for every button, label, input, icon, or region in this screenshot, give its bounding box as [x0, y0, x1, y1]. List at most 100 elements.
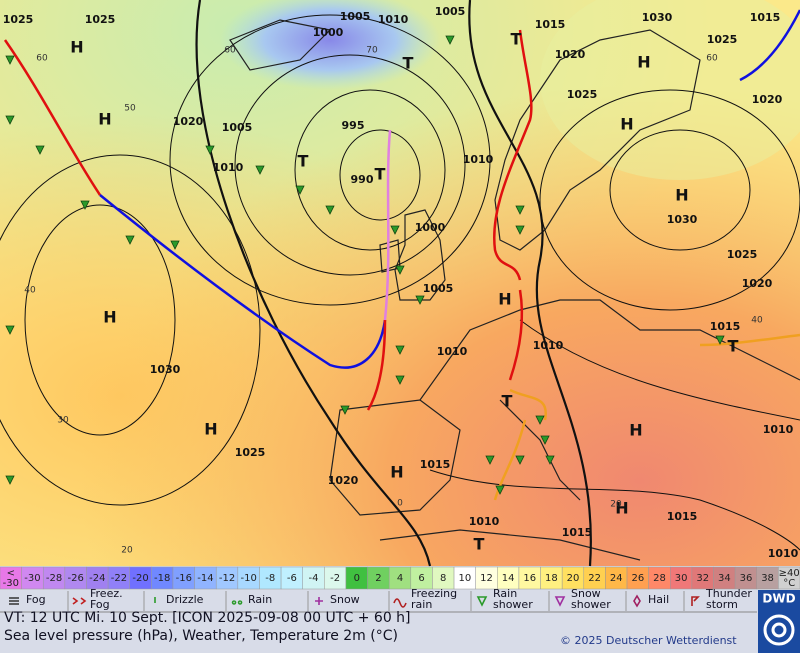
scale-label: -4 — [309, 573, 319, 584]
scale-label: 4 — [397, 573, 403, 584]
weather-symbol — [390, 225, 400, 235]
isoline-label: 70 — [366, 46, 378, 56]
legend: Fog Freez.Fog Drizzle Rain Snow FreezingrainR… — [9, 587, 752, 611]
scale-label: -20 — [132, 573, 148, 584]
pressure-center: T — [502, 392, 513, 411]
pressure-label: 1010 — [378, 13, 409, 26]
isobar — [519, 319, 800, 421]
pressure-label: 1010 — [768, 547, 799, 560]
scale-label: 26 — [631, 573, 644, 584]
isoline-label: 60 — [224, 46, 236, 56]
pressure-center: T — [474, 535, 485, 554]
legend-label: Thunder — [705, 587, 752, 600]
pressure-center: H — [620, 115, 633, 134]
legend-label: Snow — [571, 587, 601, 600]
pressure-label: 1015 — [750, 11, 781, 24]
scale-label: -2 — [330, 573, 340, 584]
pressure-center: H — [615, 499, 628, 518]
scale-label: -22 — [111, 573, 127, 584]
weather-symbol — [35, 145, 45, 155]
legend-icon — [231, 600, 243, 605]
scale-label: 12 — [480, 573, 493, 584]
weather-symbol — [545, 455, 555, 465]
weather-symbol — [395, 265, 405, 275]
legend-icon — [315, 597, 323, 605]
legend-label: Drizzle — [166, 593, 204, 606]
weather-symbol — [415, 295, 425, 305]
pressure-center: H — [98, 110, 111, 129]
pressure-label: 1005 — [423, 282, 454, 295]
pressure-center: H — [70, 38, 83, 57]
isoline-label: 40 — [751, 316, 763, 326]
isoline-label: 20 — [121, 546, 133, 556]
isobar-1015 — [468, 0, 592, 567]
cold-front — [99, 194, 387, 369]
pressure-center: H — [637, 53, 650, 72]
logo-text: DWD — [762, 592, 795, 606]
isoline-label: 40 — [24, 286, 36, 296]
pressure-label: 1005 — [340, 10, 371, 23]
weather-symbol — [515, 455, 525, 465]
warm-front — [508, 289, 524, 381]
iceland — [229, 19, 332, 71]
pressure-label: 1015 — [667, 510, 698, 523]
weather-symbol — [395, 375, 405, 385]
britain — [394, 209, 446, 301]
scale-label: 32 — [696, 573, 709, 584]
pressure-center: T — [728, 337, 739, 356]
legend-icon — [476, 596, 488, 607]
scale-label: 0 — [354, 573, 360, 584]
scale-label: -8 — [265, 573, 275, 584]
scale-label: -14 — [197, 573, 213, 584]
isobar — [234, 54, 466, 276]
pressure-label: 1015 — [420, 458, 451, 471]
legend-label: Rain — [248, 593, 272, 606]
legend-label: rain — [411, 598, 432, 611]
legend-icon — [9, 597, 19, 605]
logo-swirl — [771, 622, 787, 638]
pressure-label: 1010 — [763, 423, 794, 436]
scale-label: 36 — [740, 573, 753, 584]
scale-label: 10 — [458, 573, 471, 584]
pressure-label: 1010 — [437, 345, 468, 358]
scale-label: 28 — [653, 573, 666, 584]
scale-label: -24 — [89, 573, 105, 584]
weather-symbol — [395, 345, 405, 355]
weather-symbol — [485, 455, 495, 465]
scale-label: -30 — [24, 573, 40, 584]
pressure-center: T — [511, 30, 522, 49]
weather-symbol — [540, 435, 550, 445]
isoline-label: 60 — [36, 54, 48, 64]
weather-symbol — [495, 485, 505, 495]
weather-symbol — [295, 185, 305, 195]
coastlines — [229, 19, 800, 561]
pressure-label: 1030 — [642, 11, 673, 24]
weather-symbol — [340, 405, 350, 415]
isobar — [294, 89, 446, 251]
pressure-center: H — [390, 463, 403, 482]
isoline-label: 20 — [610, 500, 622, 510]
pressure-label: 1025 — [727, 248, 758, 261]
pressure-label: 1025 — [707, 33, 738, 46]
legend-label: shower — [493, 598, 533, 611]
scale-label: 2 — [375, 573, 381, 584]
pressure-label: 1030 — [150, 363, 181, 376]
pressure-label: 1020 — [328, 474, 359, 487]
pressure-label: 1010 — [469, 515, 500, 528]
pressure-label: 1025 — [567, 88, 598, 101]
pressure-label: 1030 — [667, 213, 698, 226]
pressure-center: H — [629, 421, 642, 440]
isobar — [539, 89, 800, 311]
logo-swirl — [763, 614, 795, 646]
pressure-label: 1020 — [173, 115, 204, 128]
scale-label: 16 — [523, 573, 536, 584]
legend-icon — [72, 597, 87, 605]
weather-symbol — [535, 415, 545, 425]
cold-front — [739, 9, 800, 82]
isoline-label: 60 — [706, 54, 718, 64]
pressure-label: 1015 — [710, 320, 741, 333]
isoline-label: 50 — [124, 104, 136, 114]
pressure-label: 1000 — [313, 26, 344, 39]
